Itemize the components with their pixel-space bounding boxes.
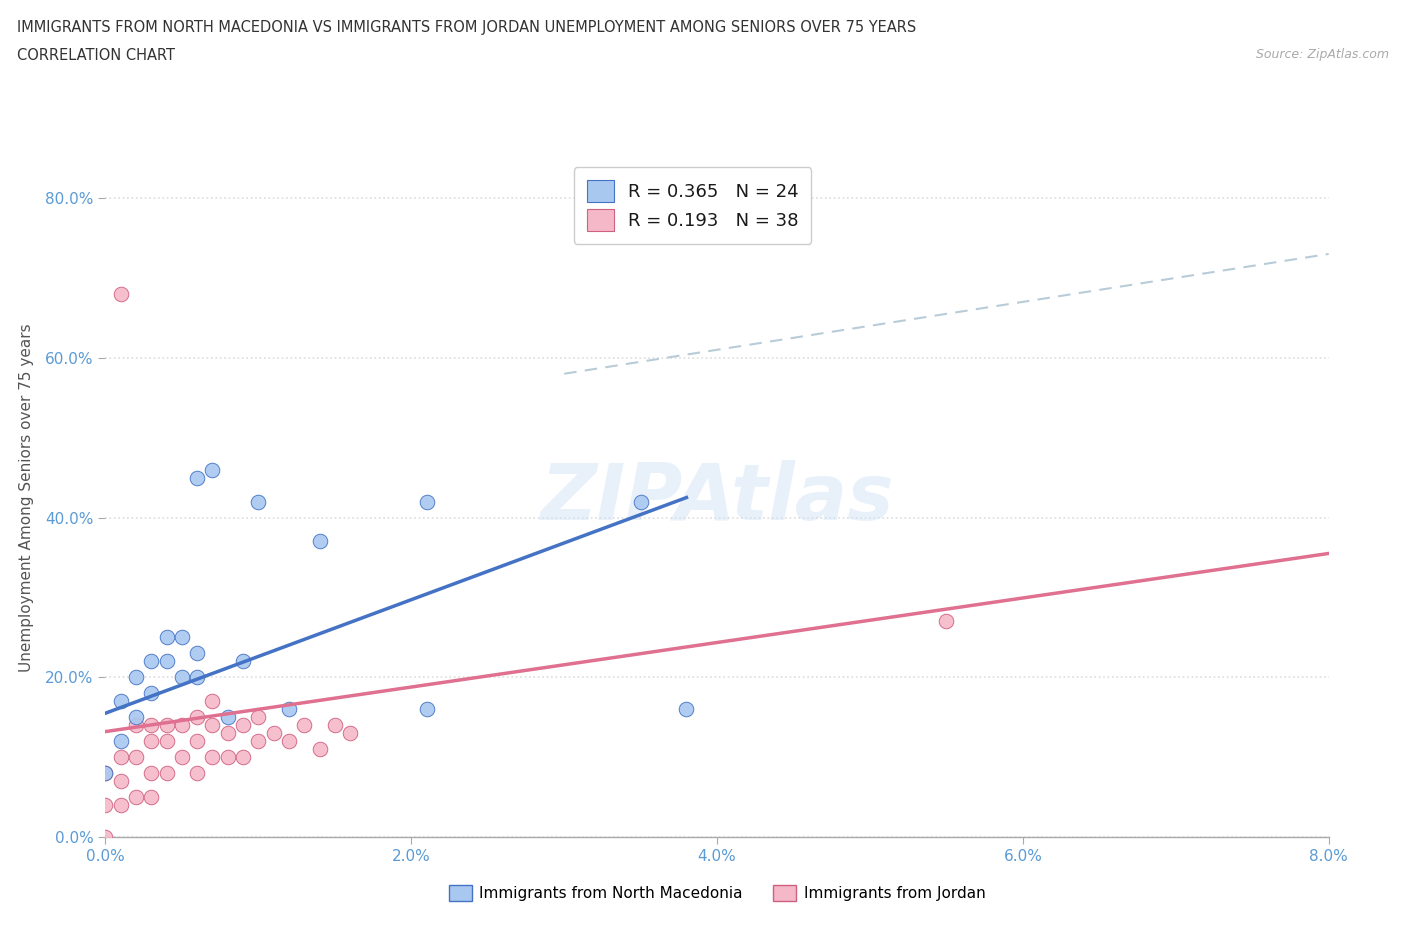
Point [201,462,224,477]
Text: CORRELATION CHART: CORRELATION CHART [17,48,174,63]
Point [170,718,193,733]
Point [110,774,132,789]
Point [141,685,163,700]
Point [935,614,957,629]
Point [263,725,285,740]
Point [675,702,697,717]
Point [232,718,254,733]
Point [232,654,254,669]
Point [155,718,177,733]
Point [125,670,148,684]
Point [323,718,346,733]
Point [186,734,208,749]
Point [278,702,301,717]
Point [217,710,239,724]
Text: ZIPAtlas: ZIPAtlas [540,459,894,536]
Point [141,654,163,669]
Point [94,830,117,844]
Point [141,734,163,749]
Point [125,750,148,764]
Point [141,765,163,780]
Legend: Immigrants from North Macedonia, Immigrants from Jordan: Immigrants from North Macedonia, Immigra… [443,879,991,908]
Point [110,734,132,749]
Text: IMMIGRANTS FROM NORTH MACEDONIA VS IMMIGRANTS FROM JORDAN UNEMPLOYMENT AMONG SEN: IMMIGRANTS FROM NORTH MACEDONIA VS IMMIG… [17,20,917,35]
Point [94,765,117,780]
Point [155,765,177,780]
Point [155,734,177,749]
Point [415,494,437,509]
Point [170,670,193,684]
Point [201,750,224,764]
Point [110,798,132,813]
Point [186,645,208,660]
Point [125,710,148,724]
Point [125,718,148,733]
Point [155,630,177,644]
Point [339,725,361,740]
Point [247,734,270,749]
Point [247,494,270,509]
Point [141,718,163,733]
Point [292,718,315,733]
Point [170,630,193,644]
Point [110,694,132,709]
Point [308,742,330,757]
Point [201,694,224,709]
Point [630,494,652,509]
Point [125,790,148,804]
Point [217,750,239,764]
Point [186,471,208,485]
Point [247,710,270,724]
Point [155,654,177,669]
Point [110,750,132,764]
Point [308,534,330,549]
Point [110,286,132,301]
Point [232,750,254,764]
Text: Source: ZipAtlas.com: Source: ZipAtlas.com [1256,48,1389,61]
Point [186,765,208,780]
Point [141,790,163,804]
Point [186,710,208,724]
Point [415,702,437,717]
Point [170,750,193,764]
Point [186,670,208,684]
Y-axis label: Unemployment Among Seniors over 75 years: Unemployment Among Seniors over 75 years [20,324,34,671]
Point [94,798,117,813]
Point [217,725,239,740]
Point [94,765,117,780]
Point [201,718,224,733]
Point [278,734,301,749]
